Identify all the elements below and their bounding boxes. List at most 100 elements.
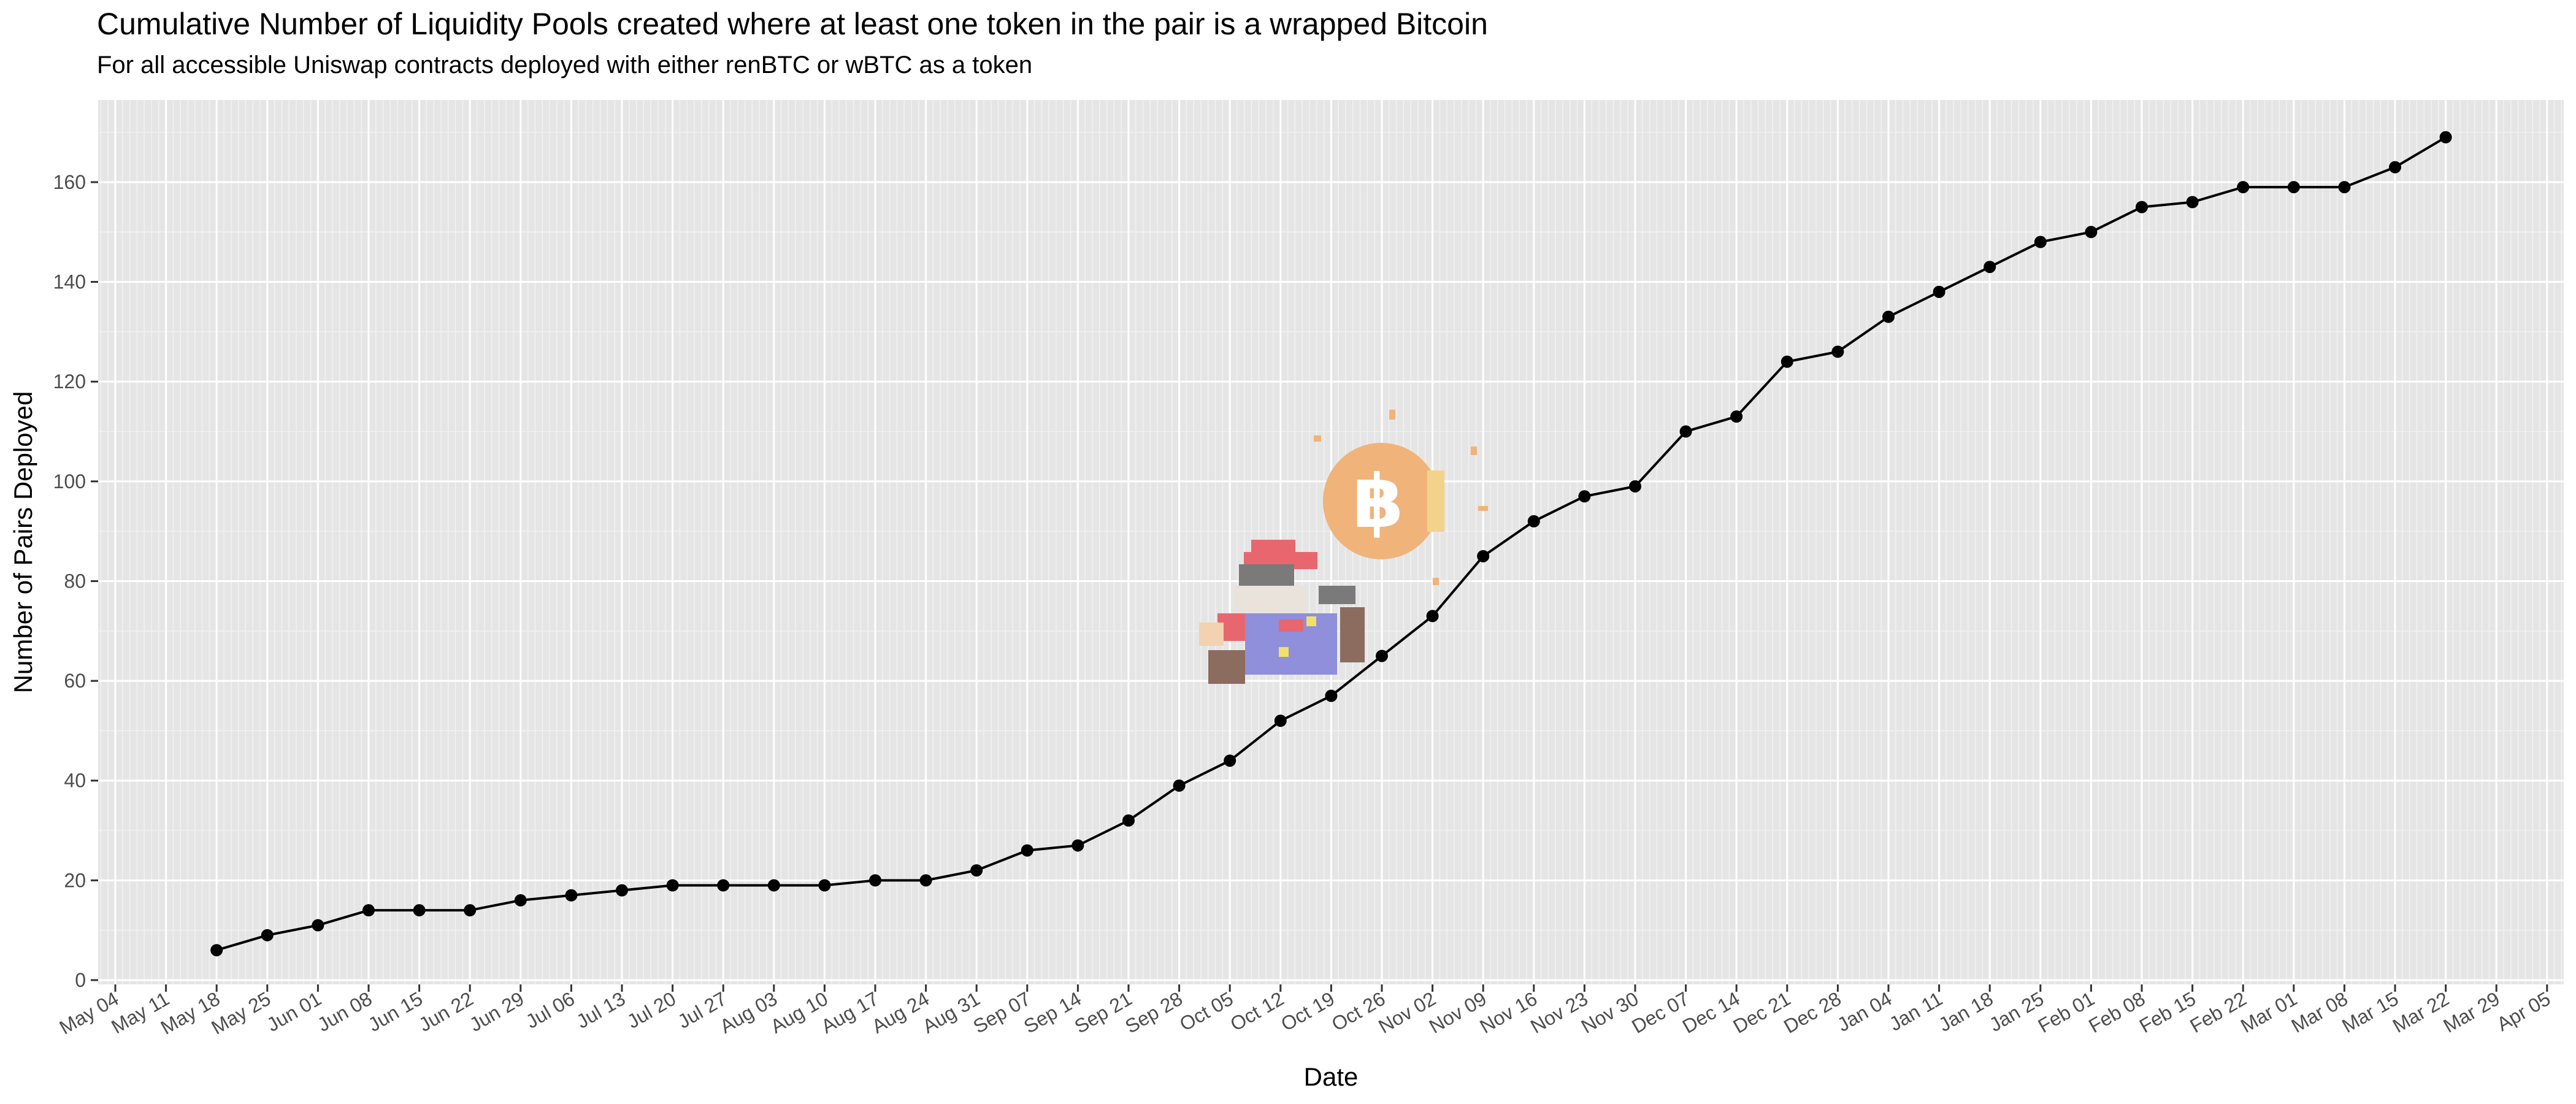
x-tick-label: Dec 28 — [1780, 987, 1845, 1038]
data-point — [1527, 515, 1540, 527]
coin-body — [1323, 443, 1439, 559]
data-point — [1376, 650, 1388, 662]
data-point — [464, 904, 477, 917]
x-tick-label: Aug 17 — [818, 987, 883, 1038]
y-tick-label: 0 — [75, 969, 86, 991]
data-point — [919, 874, 932, 887]
data-point — [1325, 689, 1338, 702]
data-point — [2287, 181, 2300, 194]
data-point — [362, 904, 375, 917]
data-point — [2186, 196, 2199, 209]
data-point — [1933, 285, 1945, 298]
x-tick-label: Oct 05 — [1176, 987, 1237, 1035]
x-tick-label: May 25 — [207, 987, 274, 1039]
mario-shirt — [1279, 619, 1303, 632]
data-point — [2034, 236, 2047, 248]
data-point — [1984, 261, 1996, 274]
data-point — [514, 894, 527, 907]
x-tick-label: Aug 31 — [919, 987, 984, 1038]
plot-panel — [98, 100, 2564, 984]
chart-title: Cumulative Number of Liquidity Pools cre… — [97, 7, 1488, 41]
x-tick-label: Nov 16 — [1476, 987, 1541, 1038]
data-point — [1477, 550, 1490, 562]
data-point — [1071, 839, 1084, 852]
x-tick-label: Jun 01 — [263, 987, 325, 1036]
data-point — [767, 879, 780, 892]
data-point — [565, 889, 578, 902]
x-tick-label: Dec 07 — [1628, 987, 1693, 1038]
data-point — [818, 879, 831, 892]
data-point — [1224, 754, 1236, 767]
data-point — [1882, 310, 1895, 323]
x-tick-label: Mar 22 — [2389, 987, 2453, 1037]
x-tick-label: Sep 21 — [1071, 987, 1136, 1038]
x-tick-label: Nov 23 — [1527, 987, 1592, 1038]
data-point — [970, 864, 983, 877]
x-tick-label: Feb 22 — [2186, 987, 2250, 1037]
x-tick-label: Aug 03 — [716, 987, 781, 1038]
data-point — [413, 904, 426, 917]
x-tick-label: Jan 04 — [1833, 987, 1895, 1036]
x-tick-label: Feb 08 — [2085, 987, 2149, 1037]
data-point — [717, 879, 730, 892]
data-point — [1730, 410, 1743, 423]
data-point — [2237, 181, 2250, 194]
x-tick-label: Nov 09 — [1425, 987, 1490, 1038]
data-point — [869, 874, 881, 887]
x-tick-label: Aug 24 — [868, 987, 933, 1038]
x-tick-label: Jul 20 — [623, 987, 680, 1033]
data-point — [1679, 425, 1692, 438]
x-tick-label: Nov 30 — [1577, 987, 1643, 1038]
data-point — [666, 879, 679, 892]
data-point — [2439, 131, 2452, 144]
x-tick-label: Jun 29 — [466, 987, 527, 1036]
data-point — [2136, 201, 2148, 213]
data-point — [2085, 226, 2098, 239]
x-tick-label: Mar 29 — [2439, 987, 2503, 1037]
data-point — [1426, 610, 1439, 623]
x-tick-label: Jul 06 — [522, 987, 578, 1033]
x-tick-label: Jan 18 — [1934, 987, 1996, 1036]
x-tick-label: Oct 19 — [1277, 987, 1338, 1035]
x-tick-label: Nov 02 — [1374, 987, 1439, 1038]
mario-hand — [1199, 623, 1224, 646]
x-tick-label: Sep 07 — [969, 987, 1034, 1038]
mario-button — [1279, 647, 1289, 657]
y-tick-label: 80 — [64, 570, 86, 592]
mario-boot — [1340, 607, 1365, 662]
bitcoin-glyph: ฿ — [1352, 459, 1404, 545]
sparkle — [1314, 435, 1321, 442]
data-point — [1021, 844, 1033, 857]
x-tick-label: Sep 14 — [1020, 987, 1085, 1038]
data-point — [1173, 779, 1186, 792]
data-point — [312, 919, 324, 932]
data-point — [616, 884, 628, 897]
x-tick-label: Dec 21 — [1729, 987, 1794, 1038]
y-tick-label: 20 — [64, 869, 86, 891]
series-line — [210, 131, 2452, 957]
data-point — [1781, 355, 1793, 368]
pixel-mario-bitcoin-icon: ฿ — [1199, 410, 1488, 684]
mario-hair — [1239, 564, 1294, 589]
y-axis-title: Number of Pairs Deployed — [9, 391, 37, 694]
x-tick-label: Jul 13 — [573, 987, 629, 1033]
data-point — [1274, 715, 1287, 727]
y-tick-label: 160 — [53, 171, 86, 193]
data-point — [261, 929, 274, 941]
x-tick-label: Feb 15 — [2136, 987, 2199, 1037]
data-point — [2389, 161, 2401, 174]
mario-glove — [1319, 586, 1355, 604]
sparkle — [1389, 410, 1395, 420]
data-point — [210, 944, 223, 957]
sparkle — [1433, 578, 1439, 585]
x-tick-label: Mar 15 — [2338, 987, 2402, 1037]
mario-button — [1306, 616, 1316, 626]
x-tick-label: Jun 08 — [313, 987, 375, 1036]
mario-boot — [1208, 650, 1245, 684]
y-tick-label: 140 — [53, 271, 86, 293]
sparkle — [1471, 447, 1477, 455]
data-point — [1629, 480, 1641, 493]
x-axis-title: Date — [1304, 1062, 1359, 1091]
x-tick-label: Jan 25 — [1985, 987, 2047, 1036]
y-tick-label: 100 — [53, 470, 86, 493]
